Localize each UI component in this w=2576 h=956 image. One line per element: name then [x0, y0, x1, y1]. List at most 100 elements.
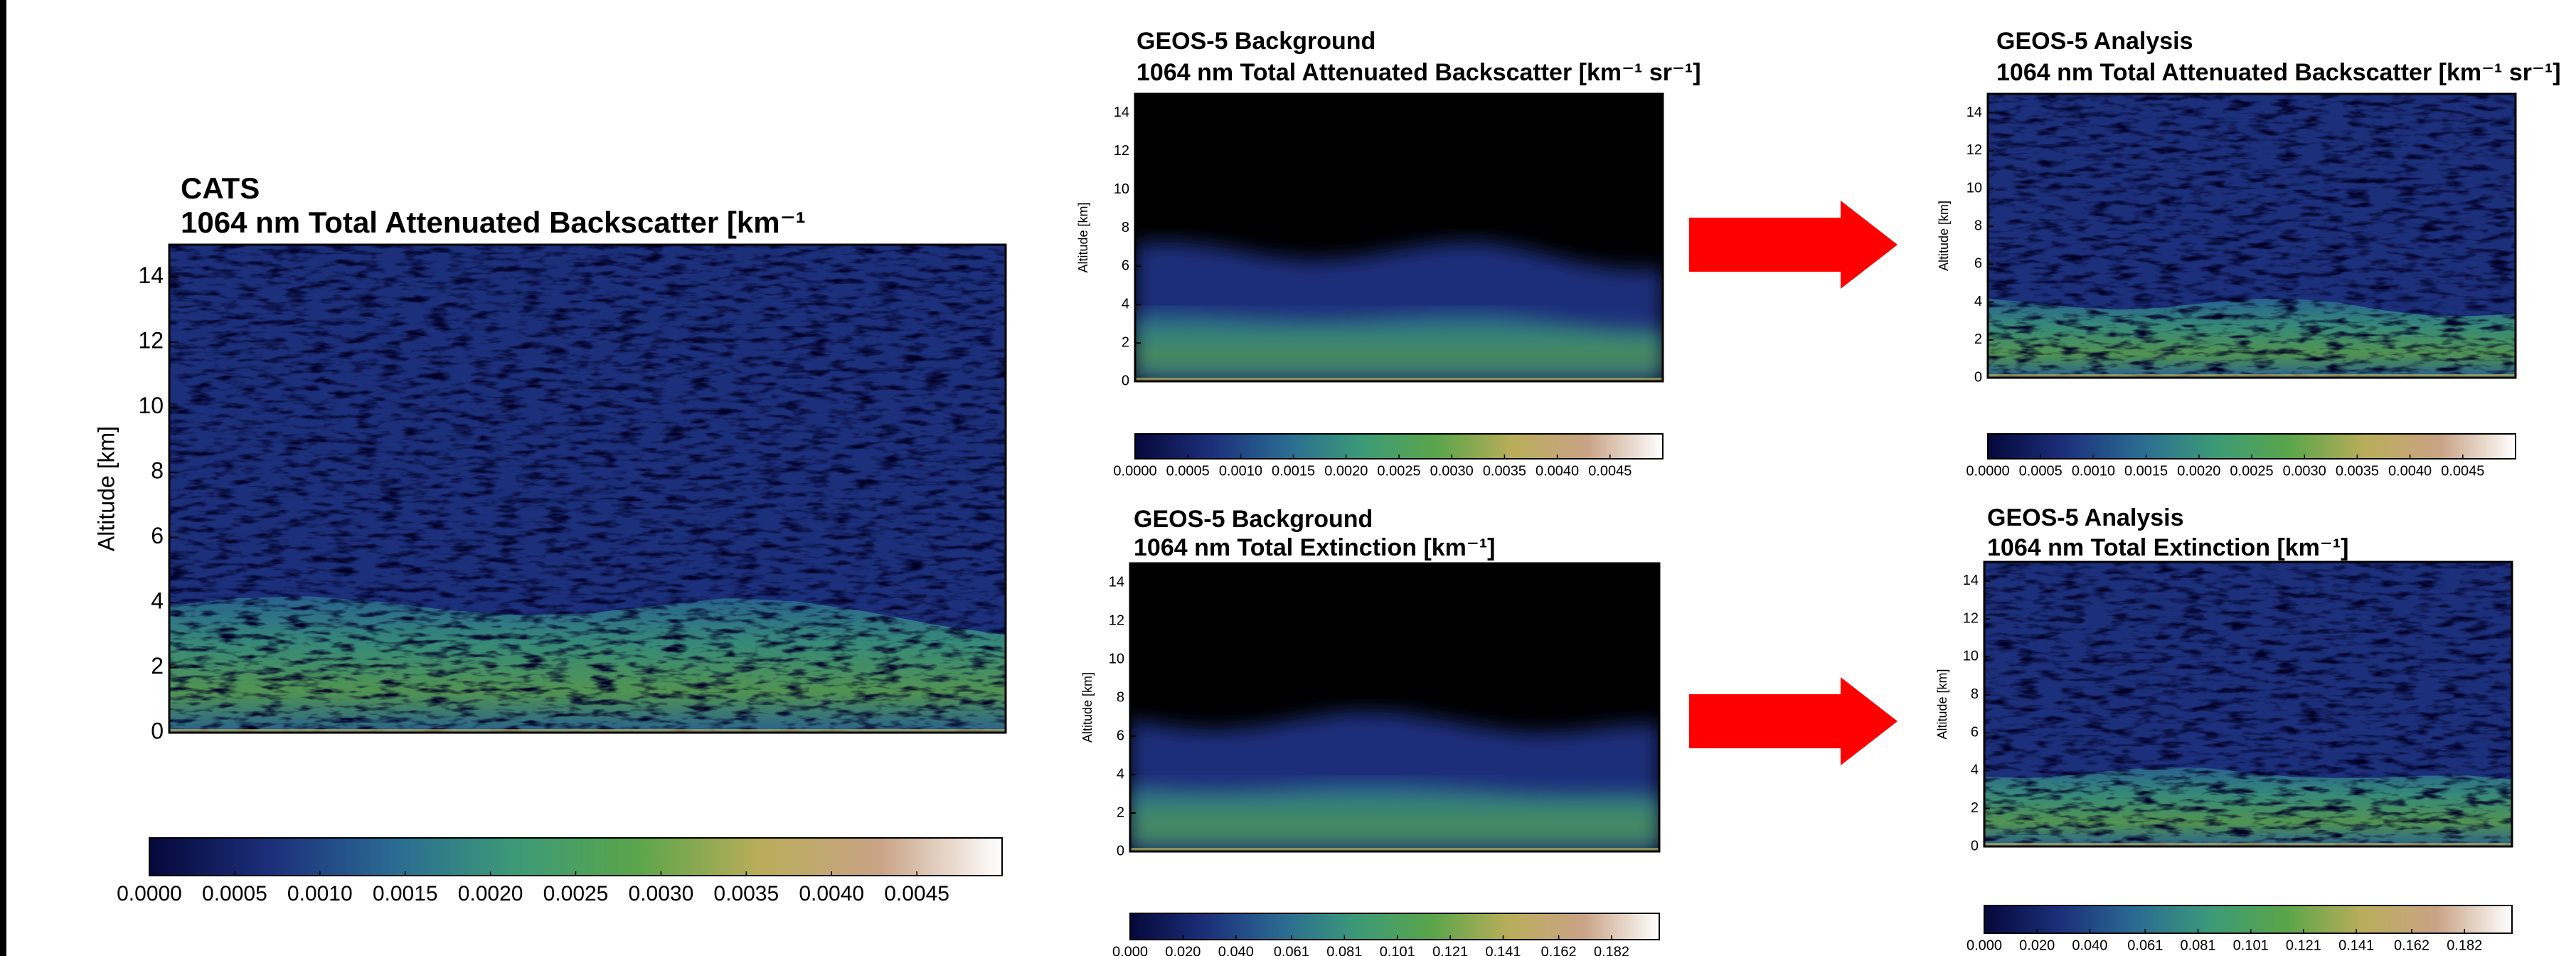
- colorbar-tick-label: 0.0030: [1430, 463, 1474, 479]
- colorbar-tick-label: 0.0040: [2388, 463, 2432, 479]
- y-tick-label: 10: [1966, 180, 1982, 196]
- plot-frame: [168, 243, 1007, 734]
- y-axis-label: Altitude [km]: [1935, 669, 1949, 739]
- heatmap-image: [1984, 562, 2512, 846]
- colorbar-tick-label: 0.0000: [1113, 463, 1156, 479]
- chart-title: GEOS-5 Analysis: [1987, 504, 2184, 531]
- y-tick-label: 8: [1122, 220, 1129, 235]
- chart-title: CATS: [181, 171, 260, 205]
- y-tick-label: 10: [138, 393, 164, 418]
- colorbar-tick-label: 0.0020: [458, 882, 523, 905]
- y-tick-label: 0: [1117, 843, 1124, 859]
- colorbar-tick-label: 0.0000: [1966, 463, 2009, 479]
- heatmap-image: [1130, 563, 1659, 851]
- y-tick-label: 10: [1109, 651, 1124, 666]
- y-tick-label: 8: [1971, 686, 1979, 702]
- chart-subtitle: 1064 nm Total Attenuated Backscatter [km…: [181, 206, 806, 239]
- y-axis-label: Altitude [km]: [93, 426, 119, 551]
- colorbar: [1984, 905, 2513, 934]
- y-tick-label: 6: [151, 523, 164, 548]
- colorbar-tick-label: 0.0035: [1483, 463, 1526, 479]
- colorbar-tick-label: 0.101: [2233, 938, 2269, 953]
- y-tick-label: 2: [1117, 804, 1124, 820]
- y-tick-label: 2: [151, 653, 164, 679]
- y-tick-label: 4: [1971, 763, 1979, 778]
- y-tick-label: 6: [1971, 724, 1979, 740]
- y-tick-label: 12: [1109, 612, 1124, 628]
- y-tick-label: 14: [1963, 573, 1979, 588]
- colorbar-tick-label: 0.0035: [2336, 463, 2379, 479]
- y-tick-label: 14: [138, 262, 164, 288]
- colorbar-tick-label: 0.0045: [884, 882, 949, 905]
- colorbar-tick-label: 0.0030: [629, 882, 694, 905]
- colorbar-tick-label: 0.0040: [1536, 463, 1579, 479]
- y-tick-label: 6: [1122, 258, 1129, 274]
- colorbar-tick-label: 0.061: [2127, 938, 2163, 953]
- y-tick-label: 12: [138, 328, 164, 354]
- colorbar-tick-label: 0.020: [2019, 938, 2055, 953]
- chart-title: GEOS-5 Background: [1137, 28, 1375, 55]
- colorbar-tick-label: 0.000: [1112, 944, 1148, 956]
- y-tick-label: 0: [1122, 373, 1129, 388]
- colorbar-tick-label: 0.182: [2447, 938, 2482, 953]
- colorbar-tick-label: 0.020: [1165, 944, 1201, 956]
- colorbar-tick-label: 0.121: [2286, 938, 2321, 953]
- left-border: [0, 0, 6, 956]
- colorbar-tick-label: 0.040: [1218, 944, 1254, 956]
- heatmap-image: [169, 245, 1006, 733]
- chart-title: GEOS-5 Analysis: [1996, 28, 2193, 55]
- y-tick-label: 6: [1117, 728, 1124, 743]
- y-axis-label: Altitude [km]: [1080, 672, 1095, 743]
- y-tick-label: 2: [1122, 334, 1129, 350]
- y-tick-label: 4: [151, 588, 164, 614]
- y-tick-label: 14: [1114, 105, 1129, 120]
- y-tick-label: 10: [1114, 181, 1129, 197]
- plot-frame: [1129, 562, 1661, 853]
- colorbar-tick-label: 0.0000: [117, 882, 182, 905]
- y-tick-label: 0: [1974, 369, 1982, 385]
- colorbar-tick-label: 0.0010: [1219, 463, 1262, 479]
- y-tick-label: 12: [1963, 610, 1979, 626]
- colorbar-tick-label: 0.0005: [202, 882, 267, 905]
- colorbar-tick-label: 0.162: [1541, 944, 1577, 956]
- colorbar-tick-label: 0.0020: [1324, 463, 1368, 479]
- chart-subtitle: 1064 nm Total Extinction [km⁻¹]: [1134, 534, 1496, 561]
- y-tick-label: 8: [151, 458, 164, 484]
- colorbar-tick-label: 0.081: [2180, 938, 2215, 953]
- colorbar-tick-label: 0.0035: [713, 882, 779, 905]
- chart-subtitle: 1064 nm Total Attenuated Backscatter [km…: [1996, 59, 2561, 86]
- colorbar-tick-label: 0.0010: [287, 882, 353, 905]
- colorbar-tick-label: 0.0015: [373, 882, 438, 905]
- y-tick-label: 14: [1966, 105, 1982, 120]
- y-tick-label: 12: [1114, 143, 1129, 159]
- arrow: [1689, 677, 1898, 765]
- y-tick-label: 4: [1974, 294, 1982, 309]
- plot-frame: [1134, 92, 1664, 383]
- y-tick-label: 0: [151, 718, 164, 743]
- y-tick-label: 6: [1974, 256, 1982, 272]
- colorbar-tick-label: 0.0005: [1166, 463, 1210, 479]
- colorbar-tick-label: 0.0030: [2283, 463, 2326, 479]
- y-tick-label: 4: [1122, 297, 1129, 312]
- colorbar-tick-label: 0.182: [1594, 944, 1629, 956]
- colorbar-tick-label: 0.101: [1380, 944, 1415, 956]
- colorbar-tick-label: 0.0025: [2230, 463, 2273, 479]
- colorbar-tick-label: 0.0015: [1272, 463, 1315, 479]
- plot-frame: [1986, 92, 2517, 379]
- colorbar-tick-label: 0.0040: [799, 882, 864, 905]
- colorbar-tick-label: 0.141: [1485, 944, 1521, 956]
- colorbar-tick-label: 0.121: [1432, 944, 1468, 956]
- y-tick-label: 12: [1966, 142, 1982, 158]
- y-axis-label: Altitude [km]: [1076, 202, 1090, 272]
- y-tick-label: 8: [1117, 689, 1124, 705]
- y-axis-label: Altitude [km]: [1937, 201, 1951, 271]
- chart-subtitle: 1064 nm Total Extinction [km⁻¹]: [1987, 534, 2349, 561]
- colorbar-tick-label: 0.0025: [543, 882, 609, 905]
- colorbar-tick-label: 0.0010: [2072, 463, 2115, 479]
- colorbar-tick-label: 0.061: [1274, 944, 1309, 956]
- y-tick-label: 8: [1974, 218, 1982, 233]
- y-tick-label: 0: [1971, 838, 1979, 854]
- heatmap-image: [1135, 94, 1663, 381]
- y-tick-label: 2: [1974, 331, 1982, 347]
